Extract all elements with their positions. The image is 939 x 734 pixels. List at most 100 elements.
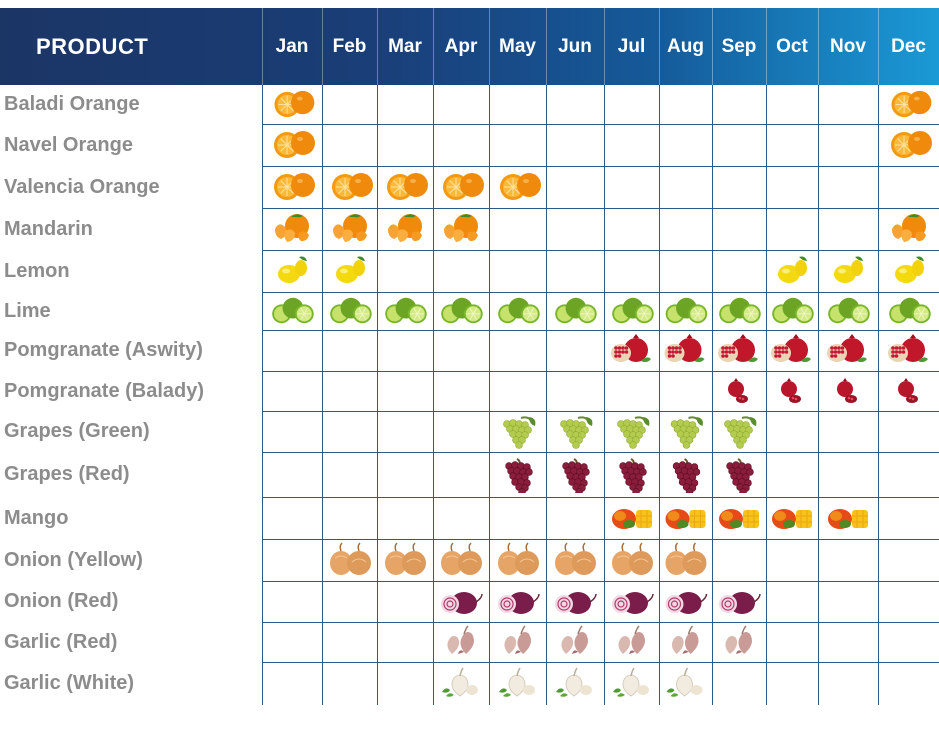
red-onion-icon [555,591,597,614]
product-label: Pomgranate (Balady) [4,379,205,402]
product-label: Onion (Red) [4,590,119,612]
lemon-icon [778,256,807,283]
red-garlic-icon [725,625,752,654]
orange-icon [274,173,315,200]
mandarin-icon [275,214,309,242]
pomegranate-icon [887,333,928,362]
header-band [0,8,939,85]
lime-icon [611,297,654,324]
pomegranate-icon [771,333,811,362]
product-label: Lemon [4,259,70,282]
grid-row-line [262,292,939,293]
header-divider [659,8,660,85]
grid-column-line [712,85,713,705]
header-divider [489,8,490,85]
grid-row-line [262,166,939,167]
header-divider [377,8,378,85]
grid-row-line [262,452,939,453]
grid-row-line [262,581,939,582]
grid-column-line [489,85,490,705]
red-grapes-icon [672,457,701,493]
pomegranate-small-icon [781,378,801,403]
lime-icon [665,297,708,324]
month-header-nov: Nov [830,35,866,57]
grid-row-line [262,208,939,209]
lemon-icon [335,256,365,283]
grid-row-line [262,250,939,251]
mango-icon [719,509,759,529]
grid-column-line [604,85,605,705]
red-grapes-icon [562,457,590,493]
grid-row-line [262,497,939,498]
product-label: Garlic (White) [4,672,135,694]
red-onion-icon [665,591,708,614]
orange-icon [387,173,428,200]
grid-column-line [262,85,263,705]
lemon-icon [278,256,307,283]
pomegranate-icon [610,333,651,362]
white-garlic-icon [666,667,703,697]
yellow-onion-icon [555,542,596,575]
red-onion-icon [611,591,654,614]
month-header-jul: Jul [617,35,646,57]
mandarin-icon [891,214,926,242]
grid-row-line [262,662,939,663]
grid-column-line [766,85,767,705]
month-header-may: May [499,35,536,57]
red-onion-icon [441,591,483,614]
yellow-onion-icon [665,542,707,575]
pomegranate-icon [664,333,705,362]
header-divider [604,8,605,85]
lemon-icon [894,256,924,283]
mango-icon [611,509,652,529]
grid-row-line [262,371,939,372]
green-grapes-icon [560,415,593,449]
header-divider [322,8,323,85]
product-label: Grapes (Red) [4,463,130,485]
orange-icon [331,173,373,200]
red-onion-icon [497,591,540,614]
month-header-aug: Aug [667,35,704,57]
red-garlic-icon [671,625,699,654]
orange-icon [499,173,541,200]
grid-column-line [322,85,323,705]
mango-icon [772,509,812,529]
red-garlic-icon [447,625,474,654]
red-garlic-icon [617,625,645,654]
white-garlic-icon [612,667,649,697]
header-divider [818,8,819,85]
grid-row-line [262,330,939,331]
product-label: Mandarin [4,217,93,240]
header-divider [766,8,767,85]
product-label: Garlic (Red) [4,630,118,653]
lemon-icon [834,256,863,283]
grid-row-line [262,124,939,125]
lime-icon [772,297,814,324]
orange-icon [443,173,484,200]
pomegranate-icon [718,333,758,362]
lime-icon [441,297,483,324]
green-grapes-icon [670,415,703,449]
mango-icon [828,509,868,529]
product-label: Mango [4,506,69,529]
red-grapes-icon [618,457,647,493]
lime-icon [719,297,761,324]
pomegranate-small-icon [728,378,748,403]
red-garlic-icon [503,625,531,654]
month-header-mar: Mar [388,35,422,57]
header-divider [712,8,713,85]
grid-column-line [377,85,378,705]
orange-icon [890,131,932,158]
month-header-apr: Apr [444,35,478,57]
lime-icon [888,297,931,324]
lime-icon [555,297,597,324]
lime-icon [329,297,372,324]
red-grapes-icon [504,457,533,493]
yellow-onion-icon [329,542,371,575]
header-divider [433,8,434,85]
month-header-jan: Jan [275,35,309,57]
mandarin-icon [444,214,478,242]
product-label: Grapes (Green) [4,420,150,442]
lime-icon [828,297,870,324]
pomegranate-small-icon [897,378,918,403]
